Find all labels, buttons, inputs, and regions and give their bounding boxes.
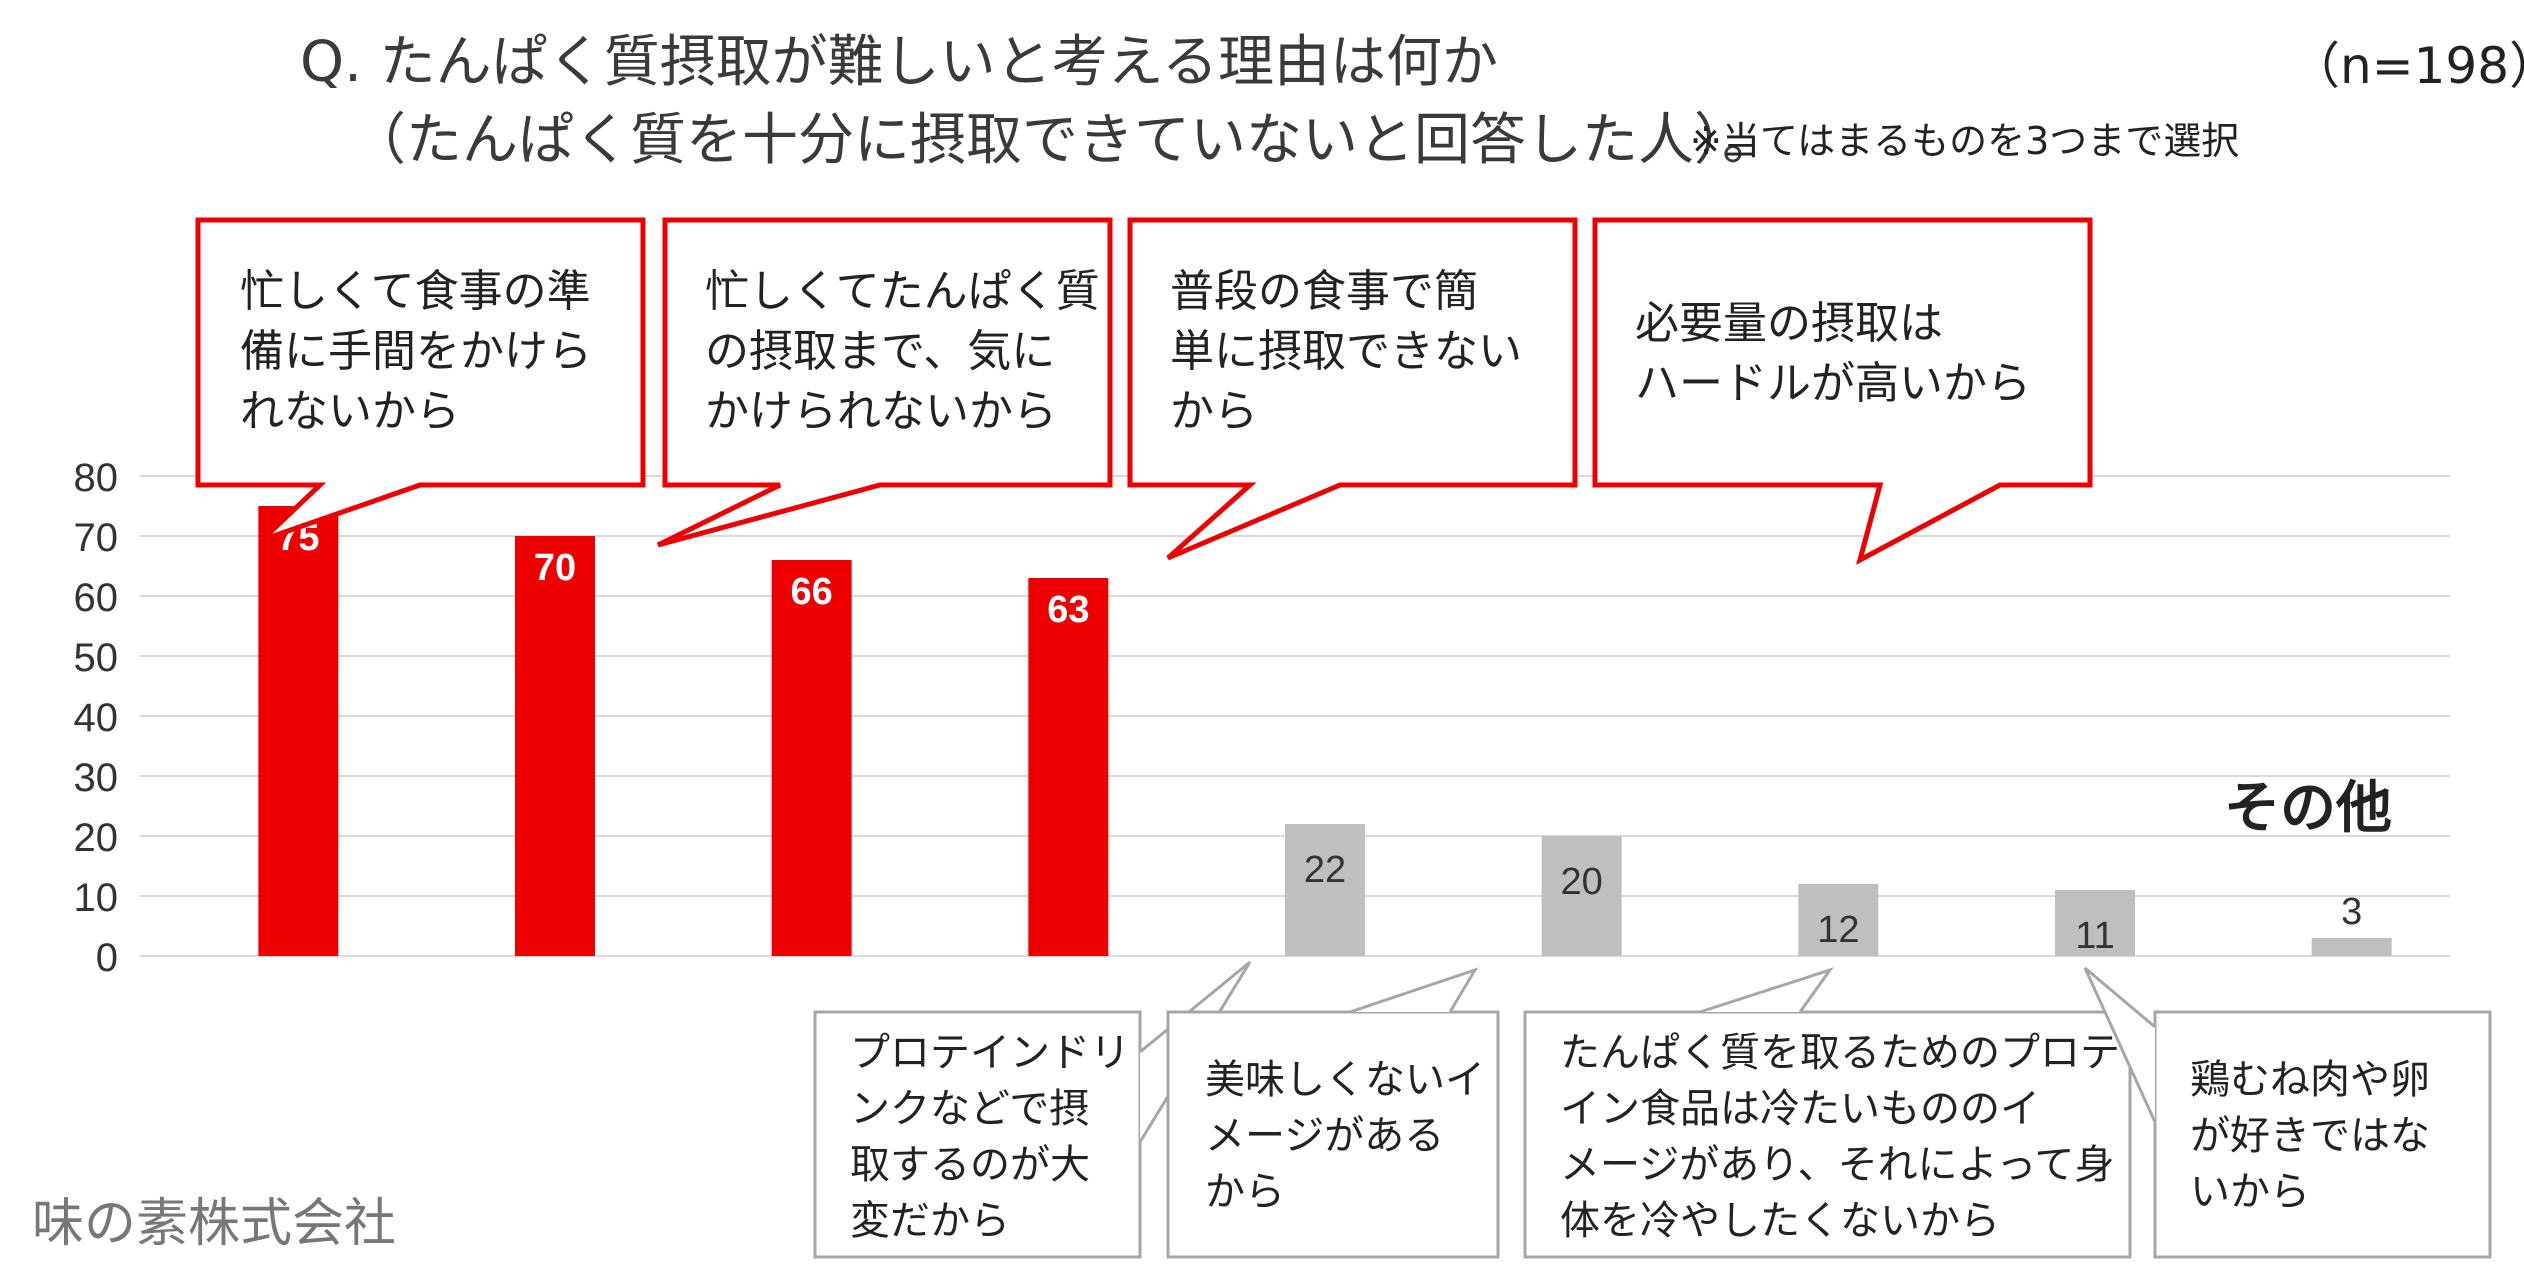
bar-1 [258, 506, 339, 956]
company-name: 味の素株式会社 [32, 1194, 397, 1254]
callout-text-3: 普段の食事で簡 単に摂取できない から [1170, 266, 1522, 437]
y-axis-ticks: 0 10 20 30 40 50 60 70 80 [74, 456, 119, 980]
chart-title-line2: （たんぱく質を十分に摂取できていないと回答した人）。 [350, 108, 1778, 173]
callout-text-6: 美味しくないイ メージがある から [1205, 1057, 1485, 1215]
bar-3 [771, 560, 852, 956]
y-tick-label-10: 10 [74, 876, 119, 920]
bar-5 [1285, 824, 1365, 956]
y-tick-label-70: 70 [74, 516, 119, 560]
callout-pointer-8 [2083, 966, 2157, 1123]
callout-box-6 [1166, 1010, 1500, 1259]
chart-title-line1: Q. たんぱく質摂取が難しいと考える理由は何か [300, 30, 1498, 95]
y-tick-label-20: 20 [74, 816, 119, 860]
y-tick-label-80: 80 [74, 456, 119, 500]
other-label: その他 [2224, 776, 2392, 841]
bar-value-label-9: 3 [2341, 891, 2362, 933]
sample-size: （n=198） [2290, 37, 2524, 95]
callout-box-8 [2153, 1010, 2492, 1259]
callout-box-5 [813, 1010, 1142, 1259]
grey-callout-7 [1523, 967, 2132, 1259]
callout-box-7 [1523, 1010, 2132, 1259]
bar-8 [2055, 890, 2135, 956]
callout-box-4 [1592, 217, 2093, 565]
callout-text-5: プロテインドリ ンクなどで摂 取するのが大 変だから [850, 1030, 1130, 1244]
y-tick-label-50: 50 [74, 636, 119, 680]
bar-value-label-7: 12 [1817, 909, 1859, 951]
callout-shapes [195, 217, 2492, 1259]
grey-callout-6 [1166, 967, 1500, 1259]
callout-text-2: 忙しくてたんぱく質 の摂取まで、気に かけられないから [705, 266, 1100, 437]
bar-value-label-8: 11 [2075, 915, 2114, 957]
callout-text-7: たんぱく質を取るためのプロテ イン食品は冷たいもののイ メージがあり、それによっ… [1560, 1030, 2120, 1244]
bar-9 [2311, 938, 2392, 956]
callout-text-8: 鶏むね肉や卵 が好きではな いから [2190, 1057, 2430, 1215]
callout-box-1 [195, 217, 646, 543]
bar-value-label-2: 70 [534, 547, 576, 589]
bar-value-label-3: 66 [791, 571, 833, 613]
bar-7 [1798, 884, 1879, 956]
bar-2 [515, 536, 595, 956]
selection-note: ※当てはまるものを3つまで選択 [1690, 119, 2240, 163]
callout-box-2 [656, 217, 1113, 548]
callout-text-4: 必要量の摂取は ハードルが高いから [1635, 298, 2031, 409]
bar-value-label-5: 22 [1304, 849, 1346, 891]
callout-text-1: 忙しくて食事の準 備に手間をかけら れないから [240, 266, 592, 437]
callout-pointer-6 [1349, 967, 1479, 1014]
y-tick-label-60: 60 [74, 576, 119, 620]
callout-box-3 [1127, 217, 1578, 561]
y-tick-label-40: 40 [74, 696, 119, 740]
y-tick-label-0: 0 [96, 936, 118, 980]
y-tick-label-30: 30 [74, 756, 119, 800]
bar-6 [1541, 836, 1622, 956]
bar-value-label-4: 63 [1047, 589, 1089, 631]
callout-pointer-7 [1699, 967, 1834, 1014]
grey-callout-8 [2083, 966, 2492, 1259]
bar-4 [1028, 578, 1109, 956]
bar-value-label-6: 20 [1561, 861, 1603, 903]
